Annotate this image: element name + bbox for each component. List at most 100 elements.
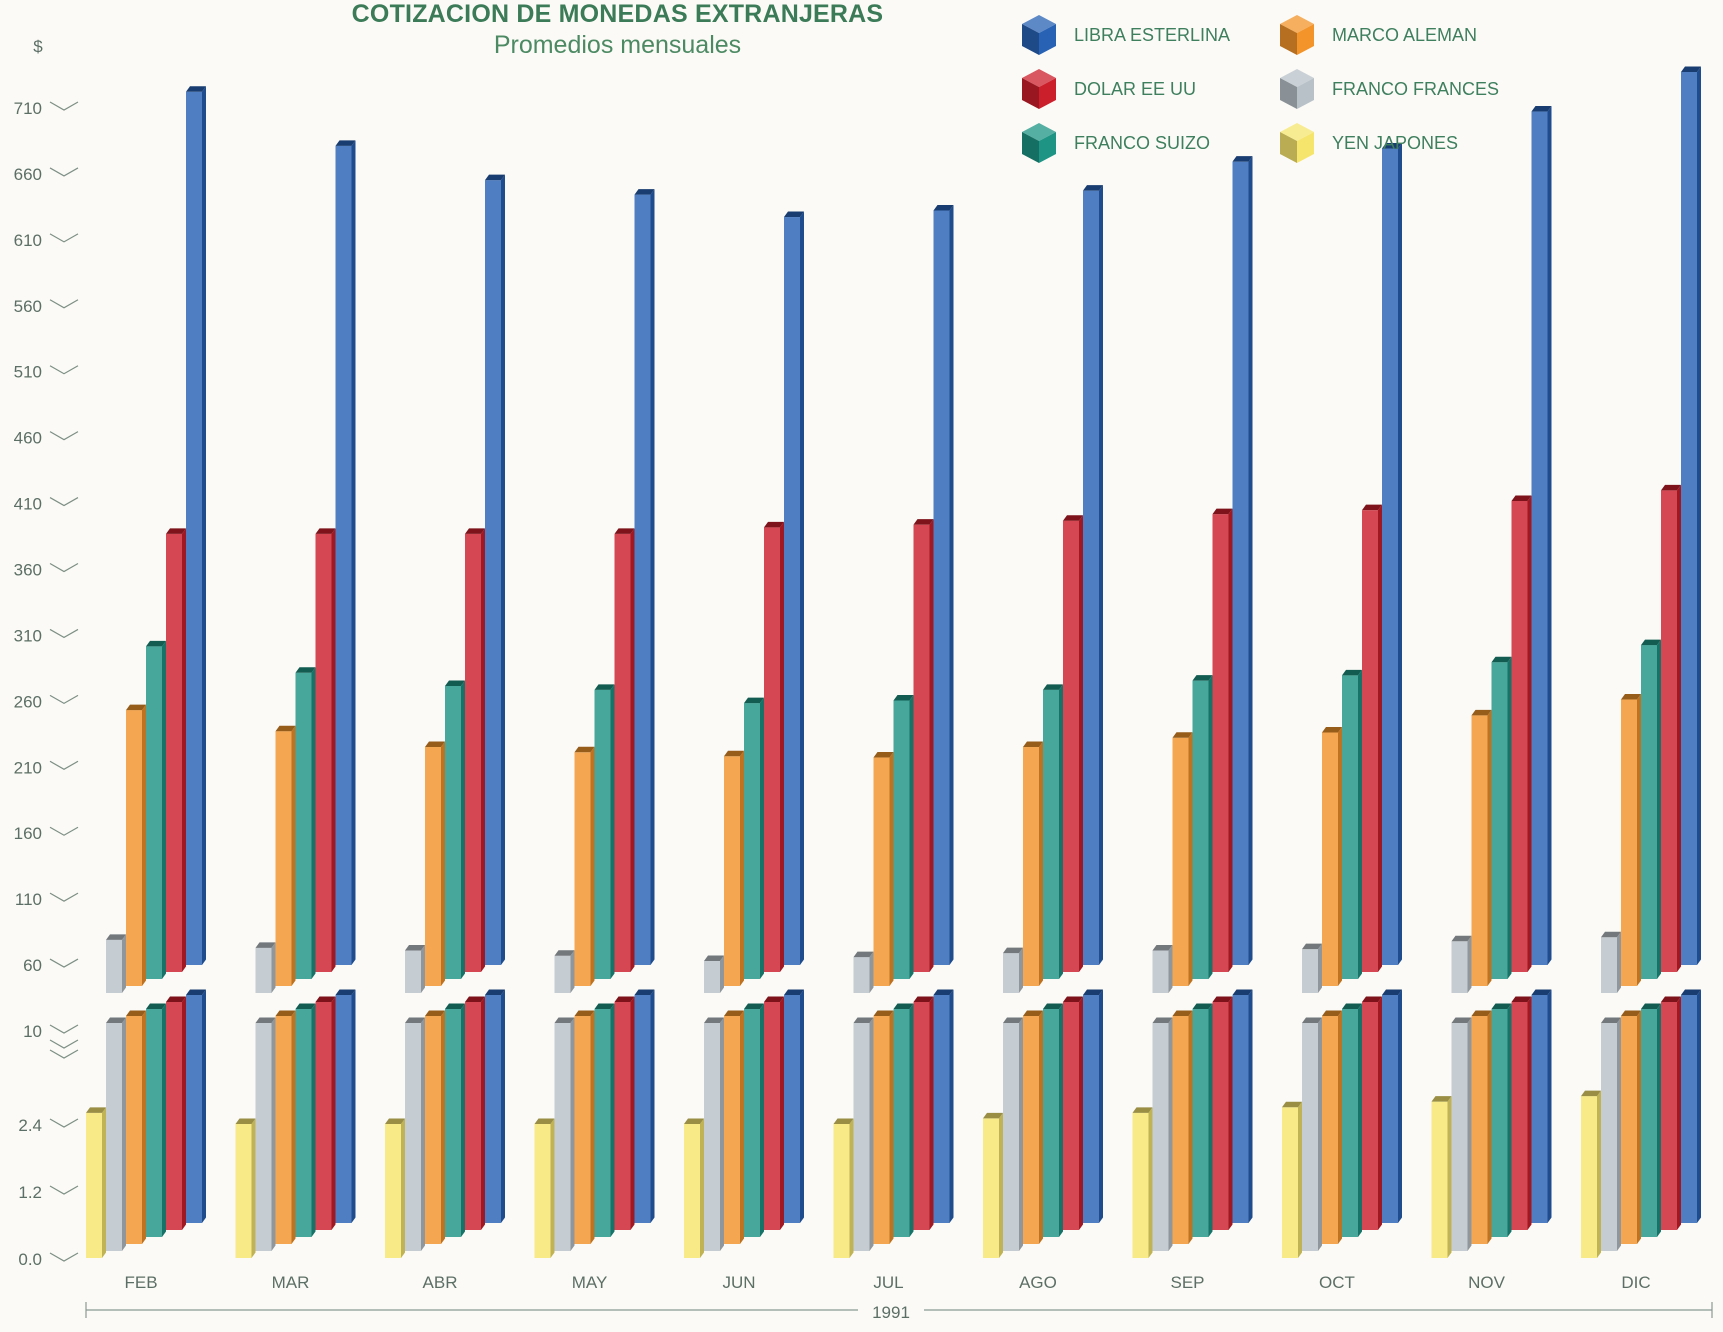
- legend-label: MARCO ALEMAN: [1332, 24, 1478, 45]
- legend-swatch-icon: [1280, 69, 1314, 109]
- bar-franco-suizo-nov-side-lower: [1507, 1003, 1512, 1237]
- bar-libra-esterlina-dic-front: [1681, 72, 1697, 965]
- bar-franco-frances-mar-side: [271, 942, 276, 993]
- bar-franco-suizo-feb-front: [146, 646, 162, 979]
- bar-marco-aleman-oct-side: [1338, 727, 1342, 986]
- bar-franco-suizo-feb-side: [162, 640, 166, 979]
- bar-yen-japones-mar-front: [235, 1124, 252, 1258]
- bar-dolar-ee-uu-sep-front: [1212, 514, 1229, 972]
- bar-libra-esterlina-dic-top-lower: [1681, 989, 1701, 995]
- axis-break-mark: [49, 1039, 79, 1049]
- bar-libra-esterlina-feb-top-lower: [186, 989, 206, 995]
- bar-marco-aleman-jun-side-lower: [740, 1010, 744, 1244]
- bar-yen-japones-oct-top: [1282, 1101, 1302, 1108]
- bar-marco-aleman-feb-front-lower: [126, 1016, 142, 1244]
- bar-franco-suizo-may-side: [610, 684, 615, 979]
- bar-marco-aleman-mar-side: [291, 725, 296, 986]
- bar-franco-suizo-ago-top-lower: [1043, 1003, 1063, 1009]
- bar-franco-frances-abr-side-lower: [421, 1017, 425, 1251]
- bar-marco-aleman-may-front-lower: [574, 1016, 591, 1244]
- y-tick-mark: [49, 233, 79, 243]
- bar-franco-frances-sep-front-lower: [1152, 1023, 1169, 1251]
- bar-dolar-ee-uu-feb-front: [166, 533, 182, 972]
- legend-item: LIBRA ESTERLINA: [1020, 12, 1230, 58]
- bar-franco-frances-jun-side: [720, 955, 724, 993]
- bar-libra-esterlina-abr-side: [501, 174, 505, 965]
- y-tick-label: 410: [14, 495, 42, 514]
- bar-franco-frances-may-front: [554, 955, 571, 993]
- bar-dolar-ee-uu-mar-side-lower: [331, 996, 336, 1230]
- bar-marco-aleman-may-top: [574, 746, 595, 753]
- bar-marco-aleman-jul-front-lower: [873, 1016, 890, 1244]
- bar-franco-suizo-jul-top-lower: [893, 1003, 914, 1009]
- y-tick-label: 2.4: [18, 1116, 42, 1135]
- bar-dolar-ee-uu-abr-front: [465, 533, 481, 972]
- bar-franco-suizo-may-front-lower: [594, 1009, 611, 1237]
- bar-libra-esterlina-jun-top: [784, 211, 804, 218]
- bar-franco-frances-feb-side-lower: [122, 1017, 126, 1251]
- bar-libra-esterlina-dic-top: [1681, 66, 1701, 72]
- legend-label: YEN JAPONES: [1332, 132, 1459, 153]
- bar-franco-suizo-dic-top-lower: [1641, 1003, 1661, 1009]
- bar-libra-esterlina-may-front: [634, 194, 651, 965]
- bar-dolar-ee-uu-ago-top: [1063, 515, 1083, 521]
- bar-yen-japones-may-side: [550, 1118, 555, 1258]
- legend-item: MARCO ALEMAN: [1278, 12, 1477, 58]
- bar-franco-frances-jul-top: [853, 951, 874, 958]
- bar-libra-esterlina-sep-front-lower: [1232, 995, 1249, 1223]
- bar-dolar-ee-uu-jul-side: [929, 519, 934, 972]
- bar-franco-frances-oct-top-lower: [1302, 1017, 1322, 1023]
- bar-dolar-ee-uu-sep-front-lower: [1212, 1002, 1229, 1230]
- bar-dolar-ee-uu-sep-side-lower: [1228, 996, 1233, 1230]
- bar-franco-frances-feb-top-lower: [106, 1017, 126, 1023]
- bar-franco-suizo-sep-front-lower: [1192, 1009, 1209, 1237]
- x-tick-label: OCT: [1319, 1273, 1355, 1292]
- bar-yen-japones-jul-front: [833, 1124, 850, 1258]
- bar-libra-esterlina-abr-side-lower: [501, 989, 505, 1223]
- bar-libra-esterlina-nov-front: [1531, 111, 1548, 966]
- legend-item: YEN JAPONES: [1278, 120, 1458, 166]
- bar-marco-aleman-sep-side-lower: [1188, 1010, 1193, 1244]
- bar-franco-frances-jun-top-lower: [704, 1017, 724, 1023]
- bar-franco-frances-jul-side: [869, 951, 874, 993]
- bar-franco-frances-mar-top-lower: [255, 1017, 276, 1023]
- bar-marco-aleman-ago-side-lower: [1039, 1010, 1043, 1244]
- bar-franco-suizo-dic-side-lower: [1657, 1003, 1661, 1237]
- bar-dolar-ee-uu-abr-side: [481, 528, 485, 972]
- bar-dolar-ee-uu-dic-top-lower: [1661, 996, 1681, 1002]
- bar-yen-japones-sep-front: [1132, 1112, 1149, 1258]
- bar-franco-suizo-ago-top: [1043, 684, 1063, 690]
- bar-franco-suizo-jul-front-lower: [893, 1009, 910, 1237]
- x-tick-label: MAR: [272, 1273, 310, 1292]
- bar-franco-frances-sep-top: [1152, 944, 1173, 951]
- y-tick-mark: [49, 1252, 79, 1262]
- bar-franco-frances-jun-front-lower: [704, 1023, 720, 1251]
- bar-franco-suizo-jun-side-lower: [760, 1003, 764, 1237]
- bar-franco-frances-mar-top: [255, 942, 276, 948]
- legend-swatch-icon: [1022, 123, 1056, 163]
- y-tick-label: 110: [15, 890, 42, 909]
- bar-franco-suizo-sep-top-lower: [1192, 1003, 1213, 1009]
- bar-franco-suizo-sep-side: [1208, 675, 1213, 979]
- bar-marco-aleman-oct-top: [1322, 727, 1342, 733]
- bar-marco-aleman-nov-side-lower: [1487, 1010, 1492, 1244]
- x-tick-label: ABR: [423, 1273, 458, 1292]
- bar-marco-aleman-nov-top-lower: [1471, 1010, 1492, 1016]
- bar-franco-frances-may-top-lower: [554, 1017, 575, 1023]
- bar-dolar-ee-uu-feb-side: [182, 528, 186, 972]
- bar-marco-aleman-jun-side: [740, 750, 744, 986]
- bar-dolar-ee-uu-ago-front: [1063, 520, 1079, 972]
- bar-franco-suizo-mar-side-lower: [311, 1003, 316, 1237]
- y-tick-mark: [49, 562, 79, 573]
- bar-franco-frances-feb-front-lower: [106, 1023, 122, 1251]
- legend-item: DOLAR EE UU: [1020, 66, 1196, 112]
- bar-libra-esterlina-oct-front-lower: [1382, 995, 1398, 1223]
- bar-libra-esterlina-may-top-lower: [634, 989, 655, 995]
- bar-dolar-ee-uu-nov-front: [1511, 500, 1528, 972]
- bar-marco-aleman-jul-top: [873, 752, 894, 758]
- bar-franco-frances-jul-front-lower: [853, 1023, 870, 1251]
- bar-dolar-ee-uu-may-front-lower: [614, 1002, 631, 1230]
- bar-franco-suizo-jun-top: [744, 697, 764, 704]
- bar-yen-japones-may-top: [534, 1118, 555, 1124]
